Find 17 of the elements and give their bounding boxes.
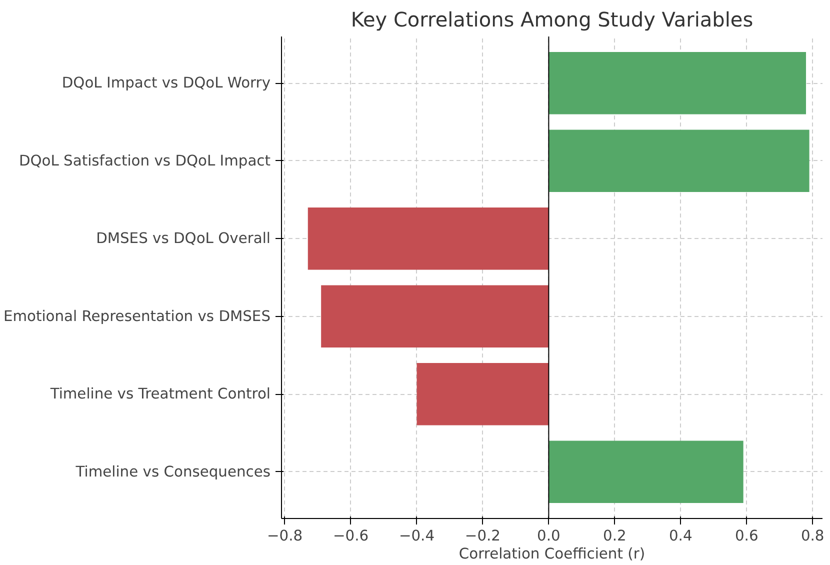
chart-title: Key Correlations Among Study Variables	[350, 8, 754, 32]
x-tick-label: −0.4	[398, 528, 435, 544]
x-tick-label: −0.2	[464, 528, 501, 544]
x-tick-label: 0.2	[603, 528, 626, 544]
x-tick-label: 0.6	[734, 528, 758, 544]
x-tick-label: 0.8	[800, 528, 824, 544]
x-tick-label: −0.6	[332, 528, 369, 544]
y-tick-label: DQoL Impact vs DQoL Worry	[62, 74, 271, 92]
y-tick-label: Timeline vs Treatment Control	[49, 386, 271, 403]
x-tick-label: 0.0	[537, 528, 560, 544]
x-tick-label: −0.8	[267, 528, 303, 544]
y-tick-label: Emotional Representation vs DMSES	[3, 308, 271, 325]
x-tick-label: 0.4	[669, 528, 692, 544]
y-tick-label: Timeline vs Consequences	[74, 463, 271, 480]
y-tick-label: DMSES vs DQoL Overall	[96, 230, 271, 248]
y-tick-label: DQoL Satisfaction vs DQoL Impact	[18, 152, 271, 170]
x-axis-title: Correlation Coefficient (r)	[458, 546, 646, 562]
